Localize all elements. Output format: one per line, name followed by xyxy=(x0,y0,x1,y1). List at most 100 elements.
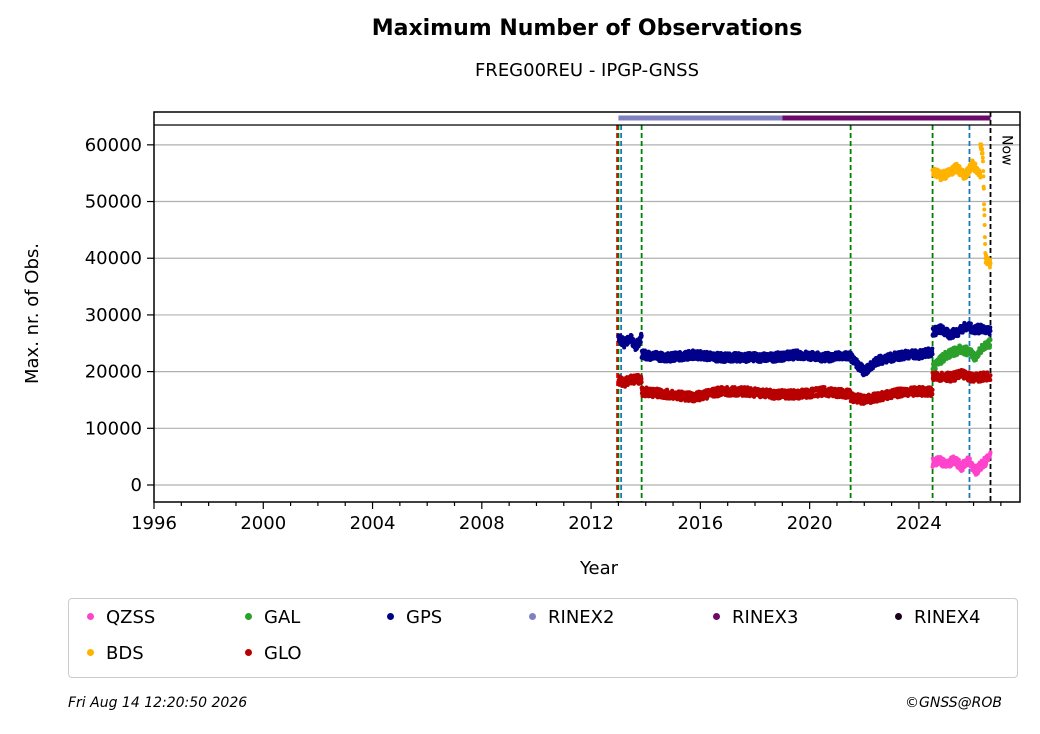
legend-label-rinex3: RINEX3 xyxy=(732,607,799,628)
legend-marker-rinex2 xyxy=(529,612,536,620)
point-bds-1-8 xyxy=(980,147,985,152)
legend-marker-rinex4 xyxy=(895,612,902,620)
point-gps-0-62 xyxy=(629,333,634,338)
point-bds-1-12 xyxy=(980,159,985,164)
point-bds-1-18 xyxy=(982,207,987,212)
x-tick-label-2024: 2024 xyxy=(896,513,942,534)
point-gps-3-182 xyxy=(968,321,973,326)
point-bds-0-103 xyxy=(952,170,957,175)
legend-marker-rinex3 xyxy=(713,612,720,620)
y-tick-label-30000: 30000 xyxy=(85,305,142,326)
point-gal-0-118 xyxy=(955,352,960,357)
legend-item-bds: BDS xyxy=(87,643,144,665)
point-qzss-0-177 xyxy=(967,456,972,461)
legend-label-bds: BDS xyxy=(106,643,144,664)
point-gps-1-397 xyxy=(723,359,728,364)
point-bds-1-47 xyxy=(988,261,993,266)
legend-item-gal: GAL xyxy=(245,607,300,629)
legend-item-rinex3: RINEX3 xyxy=(713,607,798,629)
point-qzss-0-125 xyxy=(956,457,961,462)
point-gps-2-331 xyxy=(918,347,923,352)
point-bds-1-22 xyxy=(983,241,988,246)
point-glo-1-424 xyxy=(728,393,733,398)
point-glo-0-108 xyxy=(639,377,644,382)
x-axis-label: Year xyxy=(579,558,619,579)
point-bds-1-20 xyxy=(982,222,987,227)
x-tick-label-2020: 2020 xyxy=(787,513,833,534)
point-bds-1-45 xyxy=(988,257,993,262)
point-qzss-0-275 xyxy=(988,450,993,455)
point-gps-2-388 xyxy=(930,346,935,351)
x-tick-label-1996: 1996 xyxy=(131,513,177,534)
point-glo-3-274 xyxy=(988,378,993,383)
point-glo-2-389 xyxy=(930,387,935,392)
point-bds-1-16 xyxy=(981,186,986,191)
legend-item-glo: GLO xyxy=(245,643,302,665)
point-glo-2-388 xyxy=(930,392,935,397)
chart-title: Maximum Number of Observations xyxy=(371,16,803,41)
legend-marker-glo xyxy=(245,648,252,656)
legend-label-gal: GAL xyxy=(264,607,301,628)
legend-item-qzss: QZSS xyxy=(87,607,155,629)
point-gal-0-15 xyxy=(933,366,938,371)
legend-label-qzss: QZSS xyxy=(106,607,156,628)
point-qzss-0-143 xyxy=(960,468,965,473)
point-bds-1-17 xyxy=(982,202,987,207)
point-bds-0-203 xyxy=(973,161,978,166)
chart-subtitle: FREG00REU - IPGP-GNSS xyxy=(474,60,700,81)
legend-label-gps: GPS xyxy=(406,607,443,628)
point-bds-0-227 xyxy=(978,175,983,180)
legend-item-rinex2: RINEX2 xyxy=(529,607,614,629)
point-glo-3-275 xyxy=(988,373,993,378)
y-tick-label-20000: 20000 xyxy=(85,362,142,383)
point-gal-0-273 xyxy=(988,343,993,348)
y-tick-label-10000: 10000 xyxy=(85,418,142,439)
x-tick-label-2016: 2016 xyxy=(677,513,723,534)
legend-marker-qzss xyxy=(87,612,94,620)
point-glo-0-109 xyxy=(639,380,644,385)
point-gps-0-105 xyxy=(638,339,643,344)
point-bds-1-10 xyxy=(980,151,985,156)
legend-item-gps: GPS xyxy=(387,607,442,629)
x-tick-label-2012: 2012 xyxy=(568,513,614,534)
chart-legend: QZSS GAL GPS RINEX2 RINEX3 RINEX4 BDS GL… xyxy=(68,598,1018,678)
point-gps-2-389 xyxy=(930,352,935,357)
point-bds-1-13 xyxy=(981,169,986,174)
y-tick-label-40000: 40000 xyxy=(85,248,142,269)
point-gps-3-275 xyxy=(988,328,993,333)
point-gps-0-27 xyxy=(622,345,627,350)
legend-item-rinex4: RINEX4 xyxy=(895,607,980,629)
now-label: Now xyxy=(998,135,1014,166)
point-bds-0-128 xyxy=(957,164,962,169)
y-tick-label-0: 0 xyxy=(131,475,142,496)
footer-credit: ©GNSS@ROB xyxy=(905,695,1002,711)
point-gps-3-271 xyxy=(987,332,992,337)
point-bds-1-11 xyxy=(980,155,985,160)
point-bds-0-226 xyxy=(978,172,983,177)
legend-marker-gps xyxy=(387,612,394,620)
y-tick-label-60000: 60000 xyxy=(85,135,142,156)
point-gps-3-274 xyxy=(988,325,993,330)
point-gps-3-49 xyxy=(940,324,945,329)
plot-frame xyxy=(153,111,1021,503)
point-glo-3-260 xyxy=(985,370,990,375)
point-bds-1-21 xyxy=(982,235,987,240)
x-tick-label-2000: 2000 xyxy=(240,513,286,534)
legend-label-glo: GLO xyxy=(264,643,302,664)
legend-label-rinex2: RINEX2 xyxy=(548,607,615,628)
footer-timestamp: Fri Aug 14 12:20:50 2026 xyxy=(68,695,248,711)
point-bds-1-44 xyxy=(987,265,992,270)
legend-label-rinex4: RINEX4 xyxy=(914,607,981,628)
x-tick-label-2004: 2004 xyxy=(350,513,396,534)
legend-marker-gal xyxy=(245,612,252,620)
point-bds-1-14 xyxy=(981,174,986,179)
legend-marker-bds xyxy=(87,648,94,656)
y-axis-label: Max. nr. of Obs. xyxy=(22,243,43,384)
y-tick-label-50000: 50000 xyxy=(85,192,142,213)
x-tick-label-2008: 2008 xyxy=(459,513,505,534)
point-bds-1-5 xyxy=(979,143,984,148)
point-bds-1-19 xyxy=(982,213,987,218)
point-gal-0-275 xyxy=(988,337,993,342)
point-gps-0-109 xyxy=(639,333,644,338)
